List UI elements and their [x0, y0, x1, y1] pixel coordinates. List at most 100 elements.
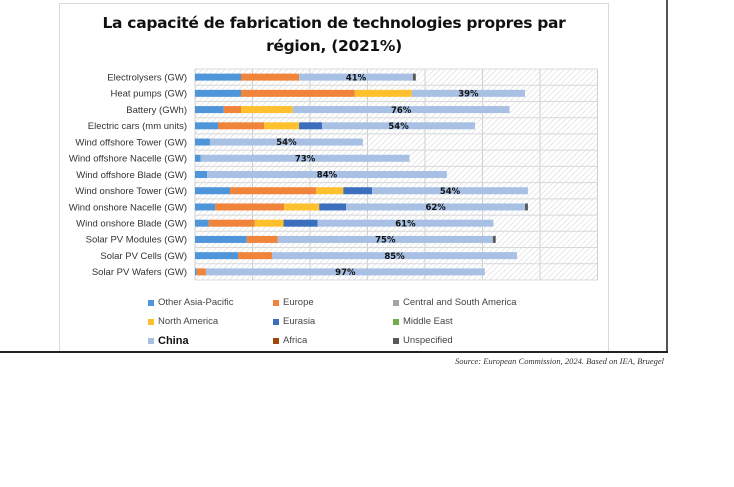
- china-share-label: 62%: [425, 203, 446, 213]
- legend-item-africa: Africa: [273, 335, 307, 346]
- legend-swatch: [393, 299, 399, 306]
- bar-segment-north-america: [354, 89, 412, 97]
- china-share-label: 54%: [276, 138, 297, 148]
- category-label: Solar PV Modules (GW): [86, 235, 187, 246]
- bar-segment-europe: [246, 235, 278, 243]
- china-share-label: 73%: [295, 154, 316, 164]
- legend-label: China: [158, 335, 189, 347]
- bar-segment-other-asia-pacific: [195, 89, 241, 97]
- bar-segment-europe: [230, 187, 317, 195]
- legend-swatch: [273, 318, 279, 325]
- source-caption: Source: European Commission, 2024. Based…: [454, 356, 664, 366]
- bar-segment-china: [205, 268, 485, 276]
- bar-segment-china: [292, 106, 510, 114]
- bar-segment-other-asia-pacific: [195, 106, 224, 114]
- bar-segment-other-asia-pacific: [195, 268, 197, 276]
- legend-item-north-america: North America: [148, 316, 218, 327]
- bar-segment-europe: [218, 122, 264, 130]
- category-label: Wind offshore Tower (GW): [75, 137, 187, 148]
- legend-label: Eurasia: [283, 316, 316, 327]
- category-label: Electric cars (mm units): [88, 121, 187, 132]
- china-share-label: 76%: [391, 106, 412, 116]
- bar-segment-other-asia-pacific: [195, 252, 239, 260]
- bar-segment-other-asia-pacific: [195, 122, 218, 130]
- legend-label: Unspecified: [403, 335, 453, 346]
- category-label: Solar PV Wafers (GW): [92, 267, 187, 278]
- bar-segment-eurasia: [343, 187, 373, 195]
- bar-segment-unspecified: [525, 203, 528, 211]
- china-share-label: 84%: [317, 171, 338, 181]
- bar-segment-north-america: [284, 203, 320, 211]
- bar-segment-europe: [208, 219, 255, 227]
- legend-label: Other Asia-Pacific: [158, 297, 234, 308]
- legend-swatch: [393, 337, 399, 344]
- bar-segment-north-america: [316, 187, 344, 195]
- bar-segment-other-asia-pacific: [195, 203, 216, 211]
- chart-title: La capacité de fabrication de technologi…: [59, 12, 609, 58]
- bar-segment-eurasia: [299, 122, 323, 130]
- bar-segment-unspecified: [412, 73, 416, 81]
- legend-label: Middle East: [403, 316, 453, 327]
- category-label: Battery (GWh): [126, 105, 187, 116]
- legend-item-eurasia: Eurasia: [273, 316, 315, 327]
- bar-segment-eurasia: [319, 203, 347, 211]
- bar-segment-europe: [215, 203, 285, 211]
- legend-label: Europe: [283, 297, 314, 308]
- bar-segment-other-asia-pacific: [195, 219, 209, 227]
- bar-segment-china: [277, 235, 493, 243]
- china-share-label: 41%: [346, 73, 367, 83]
- bar-segment-china: [372, 187, 528, 195]
- legend-item-other-asia-pacific: Other Asia-Pacific: [148, 297, 234, 308]
- bar-segment-china: [272, 252, 517, 260]
- category-label: Heat pumps (GW): [110, 89, 187, 100]
- bar-segment-other-asia-pacific: [195, 154, 201, 162]
- legend-swatch: [273, 337, 279, 344]
- category-label: Solar PV Cells (GW): [100, 251, 187, 262]
- legend-label: North America: [158, 316, 219, 327]
- china-share-label: 97%: [335, 268, 356, 278]
- bar-segment-eurasia: [283, 219, 318, 227]
- chart-title-line-2: région, (2021%): [266, 37, 402, 55]
- legend-swatch: [148, 338, 154, 344]
- bar-segment-china: [207, 171, 447, 178]
- bar-segment-other-asia-pacific: [195, 138, 210, 146]
- legend-swatch: [148, 299, 154, 306]
- bar-segment-north-america: [241, 106, 293, 114]
- category-label: Wind onshore Blade (GW): [76, 218, 187, 229]
- china-share-label: 54%: [388, 122, 409, 132]
- china-share-label: 75%: [375, 236, 396, 246]
- chart-title-line-1: La capacité de fabrication de technologi…: [102, 14, 566, 32]
- frame-horizontal-border: [0, 351, 668, 353]
- bar-segment-china: [322, 122, 476, 130]
- category-label: Wind offshore Nacelle (GW): [69, 154, 187, 165]
- china-share-label: 85%: [384, 252, 405, 262]
- bar-segment-europe: [196, 268, 206, 276]
- legend-label: Central and South America: [403, 297, 517, 308]
- china-share-label: 39%: [458, 90, 479, 100]
- bar-segment-china: [200, 154, 410, 162]
- bar-segment-china: [299, 73, 413, 81]
- legend-item-unspecified: Unspecified: [393, 335, 453, 346]
- legend-item-europe: Europe: [273, 297, 314, 308]
- category-label: Wind offshore Blade (GW): [76, 170, 187, 181]
- bar-segment-unspecified: [492, 235, 496, 243]
- china-share-label: 61%: [395, 219, 416, 229]
- bar-segment-other-asia-pacific: [195, 235, 247, 243]
- bar-segment-europe: [223, 106, 241, 114]
- category-label: Wind onshore Tower (GW): [75, 186, 187, 197]
- frame-vertical-border: [666, 0, 668, 352]
- bar-segment-north-america: [254, 219, 284, 227]
- bar-segment-europe: [241, 89, 355, 97]
- legend-item-china: China: [148, 335, 189, 347]
- legend-item-middle-east: Middle East: [393, 316, 453, 327]
- legend-label: Africa: [283, 335, 308, 346]
- china-share-label: 54%: [440, 187, 461, 197]
- bar-segment-china: [346, 203, 526, 211]
- bar-segment-europe: [238, 252, 273, 260]
- legend-swatch: [273, 299, 279, 306]
- bar-segment-china: [411, 89, 526, 97]
- bar-segment-europe: [241, 73, 300, 81]
- legend-item-central-and-south-america: Central and South America: [393, 297, 517, 308]
- category-label: Electrolysers (GW): [107, 72, 187, 83]
